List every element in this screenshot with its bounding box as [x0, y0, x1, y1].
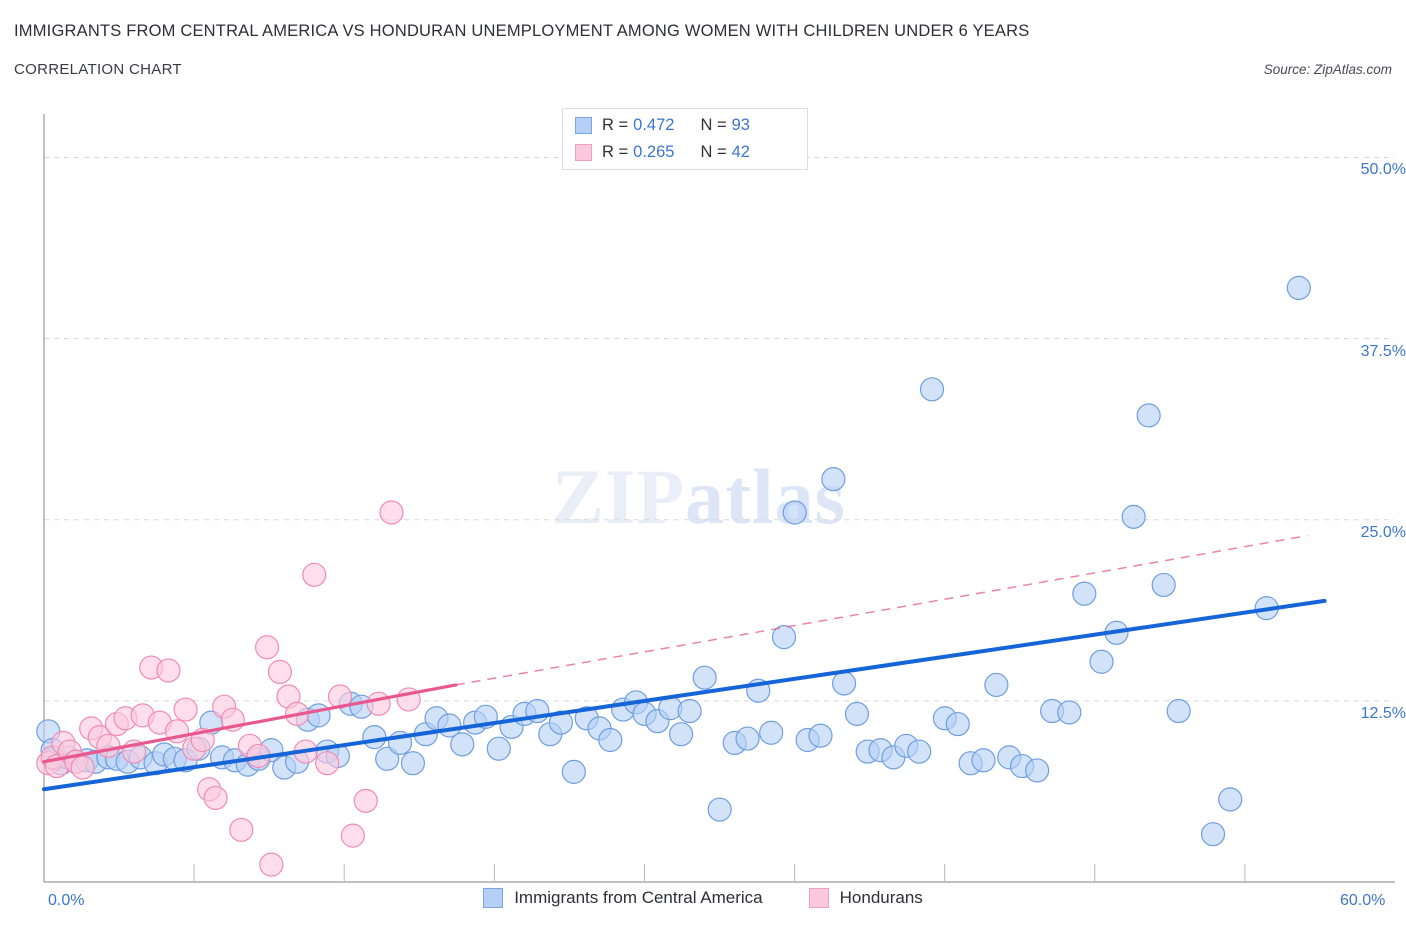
data-point [1025, 758, 1050, 783]
r-value-blue: 0.472 [633, 116, 675, 134]
n-label-blue: N = [700, 116, 727, 134]
x-tick-label-1: 60.0% [1340, 892, 1386, 909]
r-value-pink: 0.265 [633, 143, 675, 161]
y-tick-label-0: 12.5% [1360, 704, 1406, 722]
data-point [353, 788, 378, 813]
n-label-pink: N = [700, 143, 727, 161]
data-point [735, 726, 760, 751]
data-point [340, 823, 365, 848]
data-point [450, 732, 475, 757]
data-point [1166, 698, 1191, 724]
scatter-series-immigrants [36, 275, 1311, 847]
data-point [259, 852, 284, 877]
data-point [1151, 572, 1176, 598]
data-point [971, 748, 996, 773]
trendline-immigrants [42, 598, 1327, 792]
data-point [1286, 275, 1311, 300]
data-point [759, 720, 784, 745]
data-point [907, 739, 932, 764]
n-value-blue: 93 [731, 116, 750, 134]
data-point [400, 751, 426, 776]
stats-row-blue: R = 0.472 N = 93 [575, 112, 807, 139]
data-point [831, 671, 857, 696]
data-point [1218, 787, 1243, 812]
r-label-blue: R = [602, 116, 629, 134]
data-point [302, 562, 327, 587]
legend-label-hondurans: Hondurans [839, 888, 923, 907]
data-point [229, 817, 254, 842]
y-tick-label-1: 25.0% [1360, 523, 1406, 541]
data-point [173, 697, 198, 722]
stats-box: R = 0.472 N = 93 R = 0.265 N = 42 [562, 108, 808, 170]
r-label-pink: R = [602, 143, 629, 161]
data-point [707, 797, 732, 822]
data-point [362, 724, 387, 750]
data-point [561, 759, 586, 784]
data-point [808, 723, 833, 748]
data-point [203, 785, 228, 811]
page-title: IMMIGRANTS FROM CENTRAL AMERICA VS HONDU… [14, 22, 1030, 40]
data-point [548, 710, 574, 735]
series-swatch-blue-icon [575, 117, 592, 134]
data-point [919, 377, 945, 402]
data-point [70, 755, 95, 780]
stats-row-pink: R = 0.265 N = 42 [575, 139, 807, 166]
trendline-hondurans-extrapolated [455, 534, 1308, 686]
data-point [782, 500, 807, 525]
x-tick-label-0: 0.0% [48, 892, 85, 909]
y-tick-label-3: 50.0% [1360, 161, 1406, 179]
legend-item-immigrants[interactable]: Immigrants from Central America [483, 888, 763, 908]
data-point [821, 467, 846, 492]
data-point [1057, 700, 1082, 725]
data-point [366, 691, 391, 716]
data-point [984, 672, 1009, 698]
data-point [668, 722, 694, 747]
legend-swatch-blue-icon [483, 888, 504, 908]
data-point [677, 698, 702, 724]
legend-label-immigrants: Immigrants from Central America [514, 888, 763, 907]
data-point [1136, 403, 1161, 428]
n-value-pink: 42 [731, 143, 750, 161]
page-subtitle: CORRELATION CHART [14, 61, 182, 78]
chart-legend: Immigrants from Central America Honduran… [0, 888, 1406, 908]
data-point [375, 746, 400, 771]
series-swatch-pink-icon [575, 144, 592, 161]
data-point [96, 733, 121, 758]
data-point [945, 711, 970, 737]
data-point [692, 665, 717, 690]
legend-item-hondurans[interactable]: Hondurans [808, 888, 923, 908]
data-point [254, 635, 280, 660]
source-label: Source: ZipAtlas.com [1263, 62, 1392, 77]
y-tick-label-2: 37.5% [1360, 342, 1406, 360]
data-point [1121, 504, 1146, 529]
trendline-hondurans [42, 683, 458, 764]
data-point [598, 727, 623, 753]
data-point [1072, 581, 1097, 606]
data-point [267, 659, 293, 684]
legend-swatch-pink-icon [808, 888, 829, 908]
data-point [844, 701, 870, 727]
data-point [306, 703, 331, 728]
data-point [771, 625, 797, 650]
data-point [1200, 822, 1226, 847]
data-point [486, 736, 511, 761]
data-point [156, 658, 181, 683]
scatter-series-hondurans [36, 500, 421, 877]
data-point [315, 751, 340, 776]
data-point [379, 500, 404, 525]
data-point [1089, 649, 1114, 674]
